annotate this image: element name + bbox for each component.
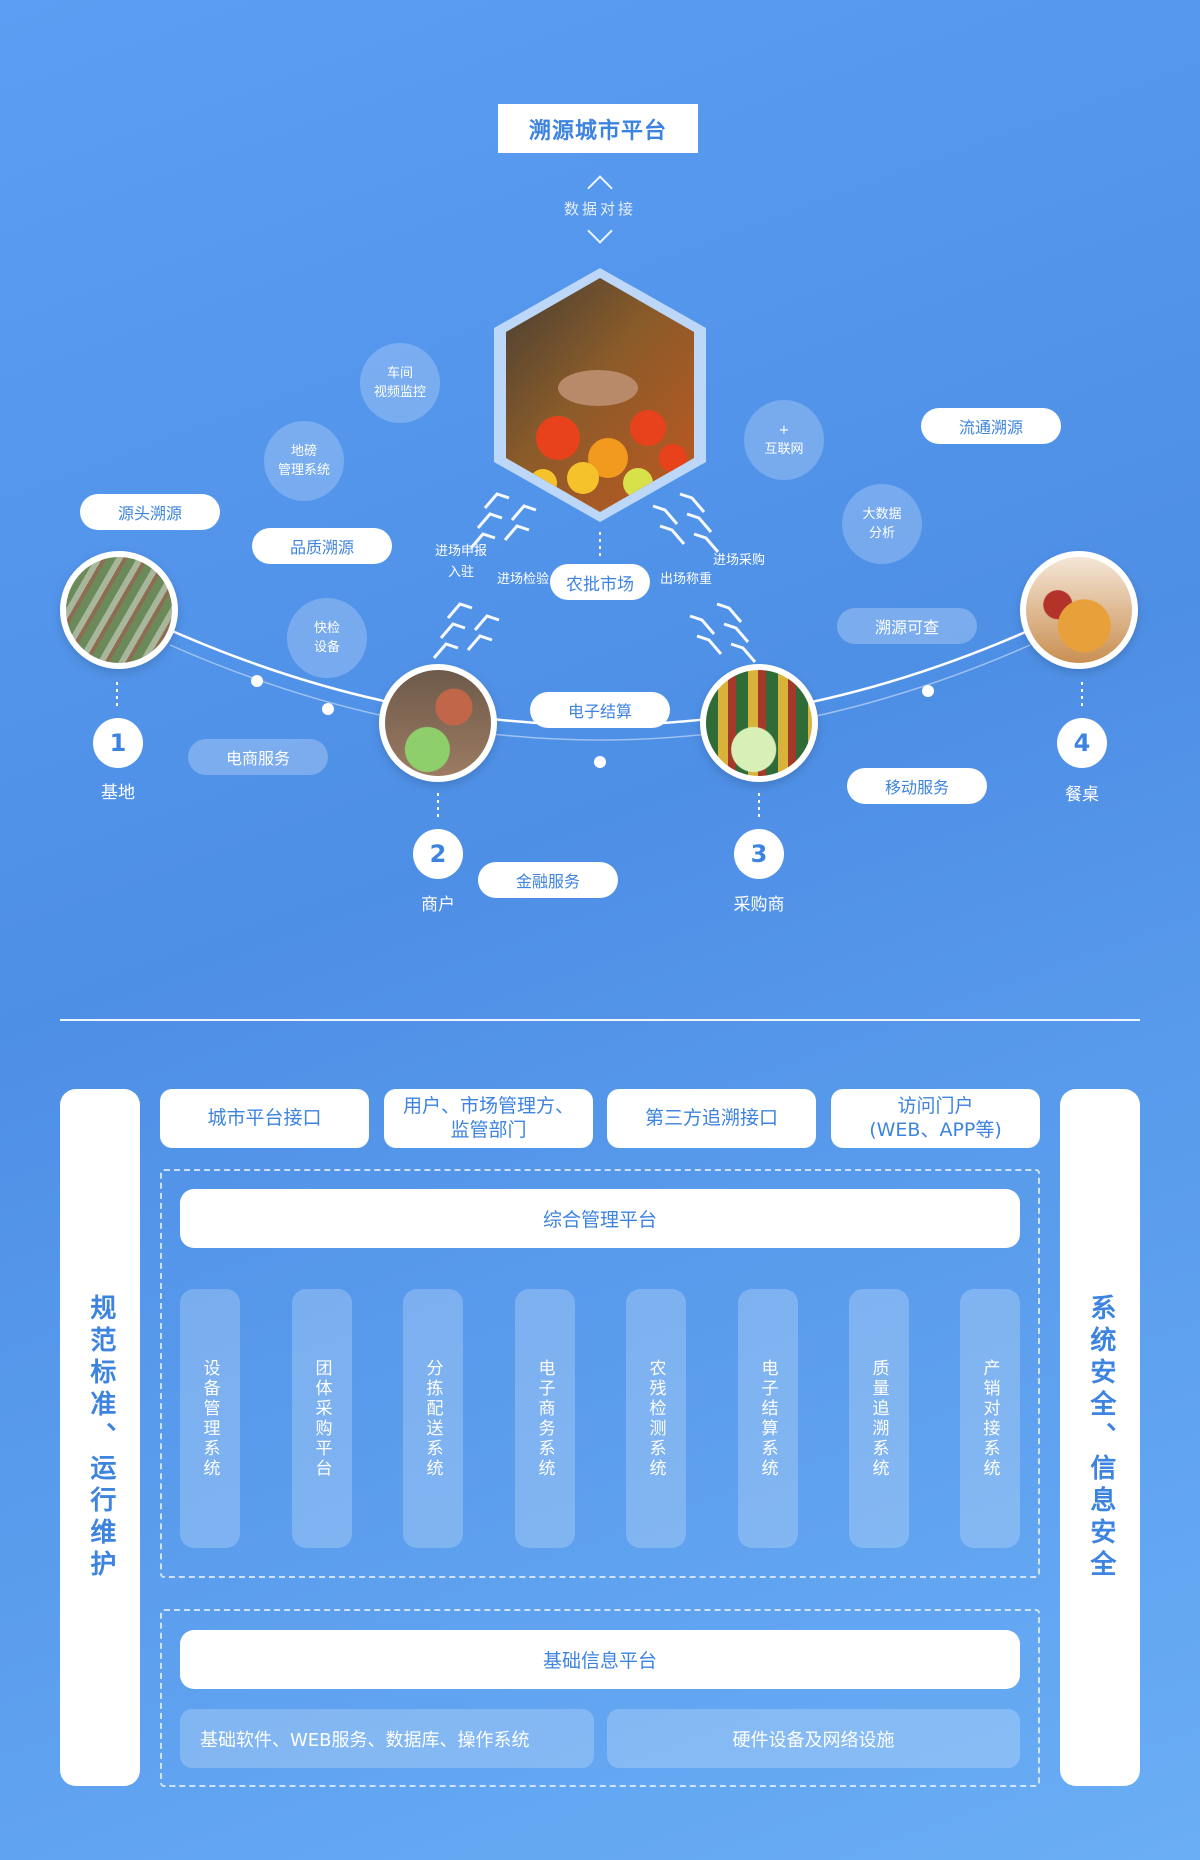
hardware-text: 硬件设备及网络设施 bbox=[732, 1729, 895, 1751]
curve-dot bbox=[594, 756, 606, 768]
source-trace-pill: 源头溯源 bbox=[80, 494, 220, 530]
base-platform-bar: 基础信息平台 bbox=[180, 1630, 1020, 1689]
mgmt-platform-bar: 综合管理平台 bbox=[180, 1189, 1020, 1248]
market-hexagon-image bbox=[494, 268, 706, 522]
system-name: 电子商务系统 bbox=[534, 1358, 555, 1479]
entry-declare-label: 进场申报 入驻 bbox=[434, 544, 487, 580]
table-node-image bbox=[1020, 551, 1138, 669]
system-col-ecommerce: 电子商务系统 bbox=[515, 1289, 575, 1548]
system-name: 农残检测系统 bbox=[645, 1358, 666, 1479]
users-regulators-box: 用户、市场管理方、 监管部门 bbox=[384, 1089, 593, 1148]
system-col-supply-demand: 产销对接系统 bbox=[960, 1289, 1020, 1548]
system-name: 分拣配送系统 bbox=[422, 1358, 443, 1479]
access-portal-box: 访问门户 (WEB、APP等) bbox=[831, 1089, 1040, 1148]
internet-bubble: + 互联网 bbox=[744, 400, 824, 480]
system-col-quality-trace: 质量追溯系统 bbox=[849, 1289, 909, 1548]
quality-trace-pill: 品质溯源 bbox=[252, 528, 392, 564]
system-col-group-purchase: 团体采购平台 bbox=[292, 1289, 352, 1548]
entry-purchase-label: 进场采购 bbox=[712, 553, 765, 568]
curve-dot bbox=[922, 685, 934, 697]
node-label-base: 基地 bbox=[101, 783, 135, 803]
trace-query-pill: 溯源可查 bbox=[837, 608, 977, 644]
buyer-node-image bbox=[700, 664, 818, 782]
node-label-merchant: 商户 bbox=[421, 895, 455, 915]
system-name: 设备管理系统 bbox=[199, 1358, 220, 1479]
base-software-text: 基础软件、WEB服务、数据库、操作系统 bbox=[200, 1729, 530, 1751]
management-dashed-frame bbox=[160, 1169, 1040, 1578]
base-dashed-frame bbox=[160, 1609, 1040, 1787]
left-standards-column: 规范标准、运行维护 bbox=[60, 1089, 140, 1786]
system-name: 电子结算系统 bbox=[757, 1358, 778, 1479]
platform-title: 溯源城市平台 bbox=[498, 104, 698, 153]
right-security-column: 系统安全、信息安全 bbox=[1060, 1089, 1140, 1786]
system-col-sorting-delivery: 分拣配送系统 bbox=[403, 1289, 463, 1548]
finance-pill: 金融服务 bbox=[478, 862, 618, 898]
ecommerce-pill: 电商服务 bbox=[188, 739, 328, 775]
bigdata-bubble: 大数据 分析 bbox=[842, 484, 922, 564]
right-column-text: 系统安全、信息安全 bbox=[1085, 1293, 1116, 1582]
exit-weigh-label: 出场称重 bbox=[659, 572, 712, 587]
left-column-text: 规范标准、运行维护 bbox=[85, 1293, 116, 1582]
system-name: 产销对接系统 bbox=[979, 1358, 1000, 1479]
base-software-bar: 基础软件、WEB服务、数据库、操作系统 bbox=[180, 1709, 594, 1768]
system-name: 质量追溯系统 bbox=[868, 1358, 889, 1479]
system-col-e-settlement: 电子结算系统 bbox=[738, 1289, 798, 1548]
circulation-trace-pill: 流通溯源 bbox=[921, 408, 1061, 444]
system-name: 团体采购平台 bbox=[311, 1358, 332, 1479]
e-settlement-pill: 电子结算 bbox=[530, 692, 670, 728]
data-link-label: 数据对接 bbox=[563, 200, 636, 218]
base-node-image bbox=[60, 551, 178, 669]
video-monitor-bubble: 车间 视频监控 bbox=[360, 343, 440, 423]
system-col-pesticide-test: 农残检测系统 bbox=[626, 1289, 686, 1548]
curve-dot bbox=[322, 703, 334, 715]
entry-inspect-label: 进场检验 bbox=[496, 572, 549, 587]
mobile-service-pill: 移动服务 bbox=[847, 768, 987, 804]
system-col-device-mgmt: 设备管理系统 bbox=[180, 1289, 240, 1548]
merchant-node-image bbox=[379, 664, 497, 782]
node-label-table: 餐桌 bbox=[1065, 785, 1099, 805]
node-number-2: 2 bbox=[413, 829, 463, 879]
city-platform-interface-box: 城市平台接口 bbox=[160, 1089, 369, 1148]
weighbridge-bubble: 地磅 管理系统 bbox=[264, 421, 344, 501]
curve-dot bbox=[251, 675, 263, 687]
node-number-4: 4 bbox=[1057, 718, 1107, 768]
quick-check-bubble: 快检 设备 bbox=[287, 598, 367, 678]
section-divider bbox=[60, 1019, 1140, 1021]
market-label: 农批市场 bbox=[550, 564, 650, 600]
third-party-interface-box: 第三方追溯接口 bbox=[607, 1089, 816, 1148]
node-label-buyer: 采购商 bbox=[733, 895, 785, 915]
hardware-bar: 硬件设备及网络设施 bbox=[607, 1709, 1020, 1768]
flow-curve bbox=[0, 0, 1200, 1000]
node-number-3: 3 bbox=[734, 829, 784, 879]
node-number-1: 1 bbox=[93, 718, 143, 768]
